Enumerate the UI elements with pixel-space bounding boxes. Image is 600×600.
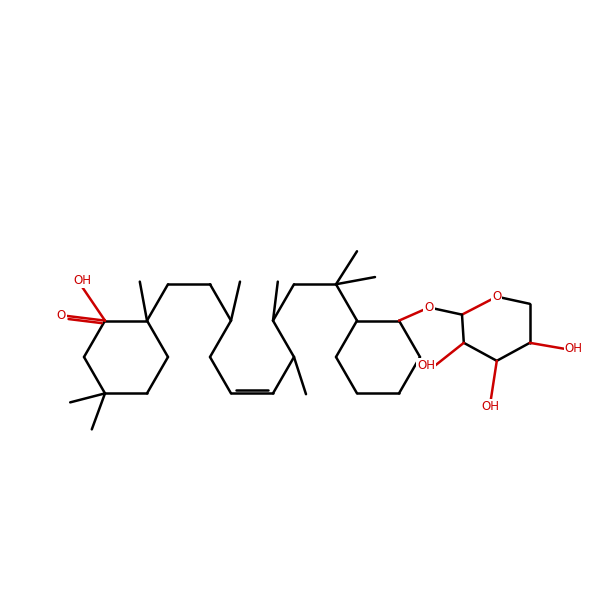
Text: O: O bbox=[57, 310, 66, 322]
Text: O: O bbox=[492, 290, 502, 303]
Text: OH: OH bbox=[417, 359, 435, 372]
Text: OH: OH bbox=[482, 400, 500, 413]
Text: OH: OH bbox=[565, 343, 583, 355]
Text: O: O bbox=[424, 301, 434, 314]
Text: OH: OH bbox=[73, 274, 91, 287]
